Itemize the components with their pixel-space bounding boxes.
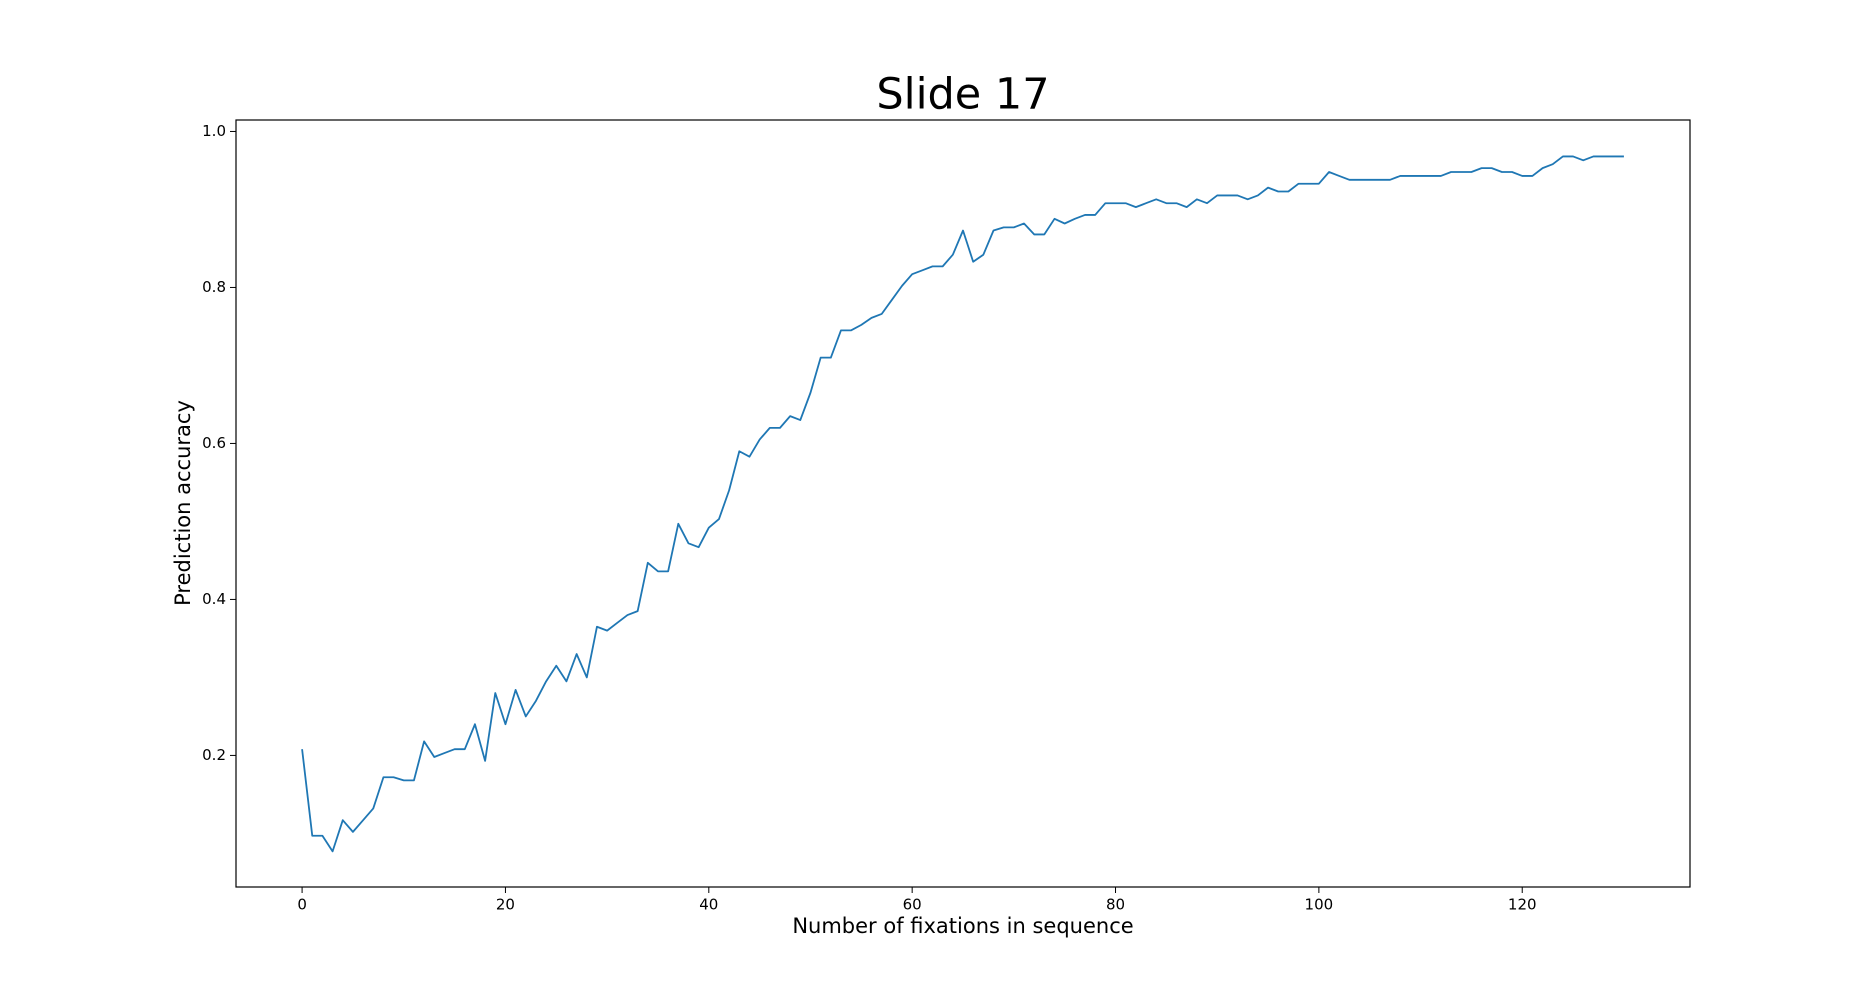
chart-title: Slide 17 [876,70,1049,120]
x-axis-label: Number of fixations in sequence [792,914,1133,938]
y-tick-label: 0.8 [202,278,226,296]
x-tick-label: 20 [496,896,515,914]
x-tick-label: 0 [297,896,307,914]
data-line [301,155,1624,853]
y-tick-label: 0.6 [202,434,226,452]
plot-area: 0 20 40 60 80 100 120 0.2 0.4 0.6 0.8 1.0 [202,122,1624,914]
x-tick-label: 60 [903,896,922,914]
x-tick-label: 80 [1106,896,1125,914]
x-tick-label: 40 [699,896,718,914]
y-tick-label: 0.2 [202,746,226,764]
y-axis-label: Prediction accuracy [171,400,195,606]
axes-frame [235,119,1691,888]
y-tick-label: 0.4 [202,590,226,608]
x-tick-label: 120 [1508,896,1537,914]
x-tick-label: 100 [1305,896,1334,914]
y-tick-label: 1.0 [202,122,226,140]
